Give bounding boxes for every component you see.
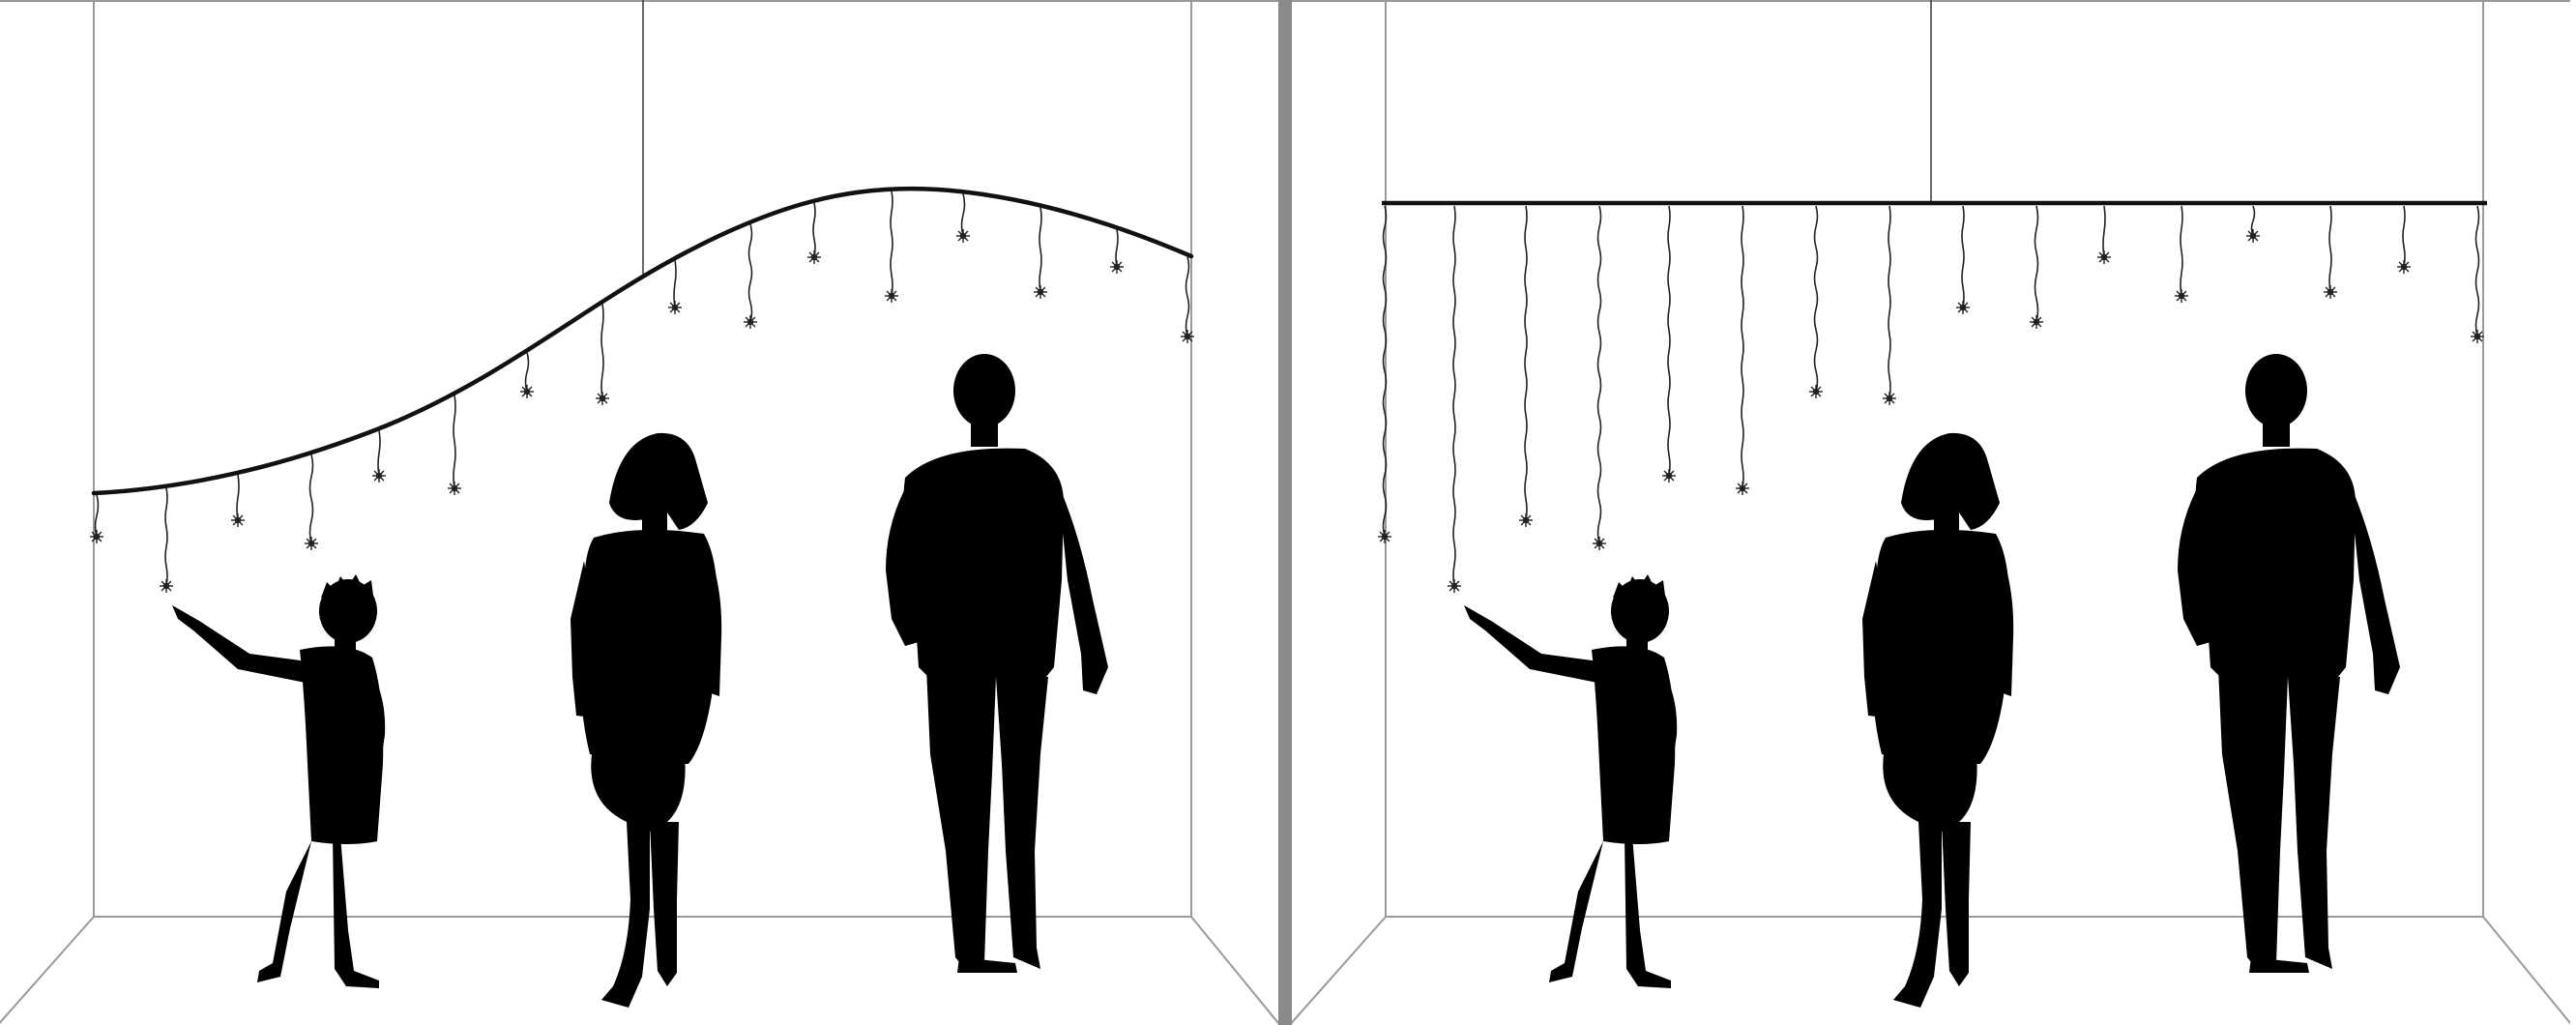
panel-curved-rail xyxy=(0,0,1278,1025)
star-bulb-icon xyxy=(807,250,821,264)
star-bulb-icon xyxy=(1883,392,1896,405)
star-bulb-icon xyxy=(372,469,386,483)
star-bulb-icon xyxy=(2175,289,2188,303)
woman-silhouette xyxy=(571,433,721,1008)
star-bulb-icon xyxy=(1378,530,1391,543)
floor-right-diagonal xyxy=(2483,917,2570,1025)
pendant-cable xyxy=(1598,206,1601,543)
star-bulb-icon xyxy=(90,530,103,543)
panel-divider xyxy=(1278,0,1292,1025)
pendant-cable xyxy=(2035,206,2038,322)
star-bulb-icon xyxy=(1736,482,1749,495)
pendant-cable xyxy=(1039,207,1041,292)
pendant-cable xyxy=(2476,206,2479,337)
star-bulb-icon xyxy=(2097,250,2111,264)
pendant-cable xyxy=(891,191,893,296)
star-bulb-icon xyxy=(1809,385,1823,398)
floor-right-diagonal xyxy=(1191,917,1278,1025)
people-silhouettes xyxy=(1464,354,2400,1008)
panel-straight-rail xyxy=(1292,0,2570,1025)
pendant-cable xyxy=(1742,206,1743,488)
pendant-cable xyxy=(1668,206,1670,476)
pendant-cable xyxy=(310,454,313,543)
star-bulb-icon xyxy=(2471,330,2484,343)
star-bulb-icon xyxy=(2324,285,2337,299)
star-bulb-icon xyxy=(1956,301,1970,314)
woman-silhouette xyxy=(1862,433,2013,1008)
pendant-cable xyxy=(2181,206,2182,296)
star-bulb-icon xyxy=(1519,513,1533,527)
star-bulb-icon xyxy=(1662,469,1676,483)
floor-left-diagonal xyxy=(0,917,94,1025)
pendant-cable xyxy=(1815,206,1818,392)
straight-rail-scene xyxy=(1292,0,2570,1025)
pendant-cable xyxy=(2329,206,2331,292)
curved-rail-scene xyxy=(0,0,1278,1025)
star-bulb-icon xyxy=(956,229,970,243)
star-bulb-icon xyxy=(744,315,757,329)
pendant-cable xyxy=(165,488,167,586)
pendant-cable xyxy=(749,224,752,322)
star-bulb-icon xyxy=(2246,229,2260,243)
star-bulb-icon xyxy=(2030,315,2043,329)
star-bulb-icon xyxy=(305,537,318,550)
pendant-cable xyxy=(2403,206,2405,267)
floor-left-diagonal xyxy=(1292,917,1386,1025)
star-bulb-icon xyxy=(160,579,173,593)
pendant-cable xyxy=(454,395,455,488)
star-bulb-icon xyxy=(1034,285,1047,299)
pendant-cable xyxy=(237,475,239,520)
star-bulb-icon xyxy=(668,301,682,314)
child-pointing-silhouette xyxy=(1464,574,1677,988)
pendant-cable xyxy=(813,203,815,257)
man-silhouette xyxy=(2178,354,2400,973)
pendant-cable xyxy=(1453,206,1455,586)
star-bulb-icon xyxy=(520,385,534,398)
pendant-cable xyxy=(1888,206,1890,398)
pendant-cable xyxy=(1186,256,1189,337)
pendant-cable xyxy=(1962,206,1964,308)
star-bulb-icon xyxy=(448,482,461,495)
star-bulb-icon xyxy=(1181,330,1194,343)
pendant-cable xyxy=(674,260,676,308)
star-bulb-icon xyxy=(1448,579,1461,593)
star-bulb-icon xyxy=(1593,537,1606,550)
pendant-cable xyxy=(2103,206,2105,257)
pendant-cable xyxy=(1525,206,1527,520)
star-bulb-icon xyxy=(596,392,609,405)
star-bulb-icon xyxy=(231,513,245,527)
star-bulb-icon xyxy=(1110,260,1124,274)
child-pointing-silhouette xyxy=(172,574,385,988)
star-bulb-icon xyxy=(885,289,898,303)
pendant-cable xyxy=(378,430,380,476)
star-bulb-icon xyxy=(2397,260,2411,274)
man-silhouette xyxy=(886,354,1108,973)
pendant-cable xyxy=(601,304,603,398)
